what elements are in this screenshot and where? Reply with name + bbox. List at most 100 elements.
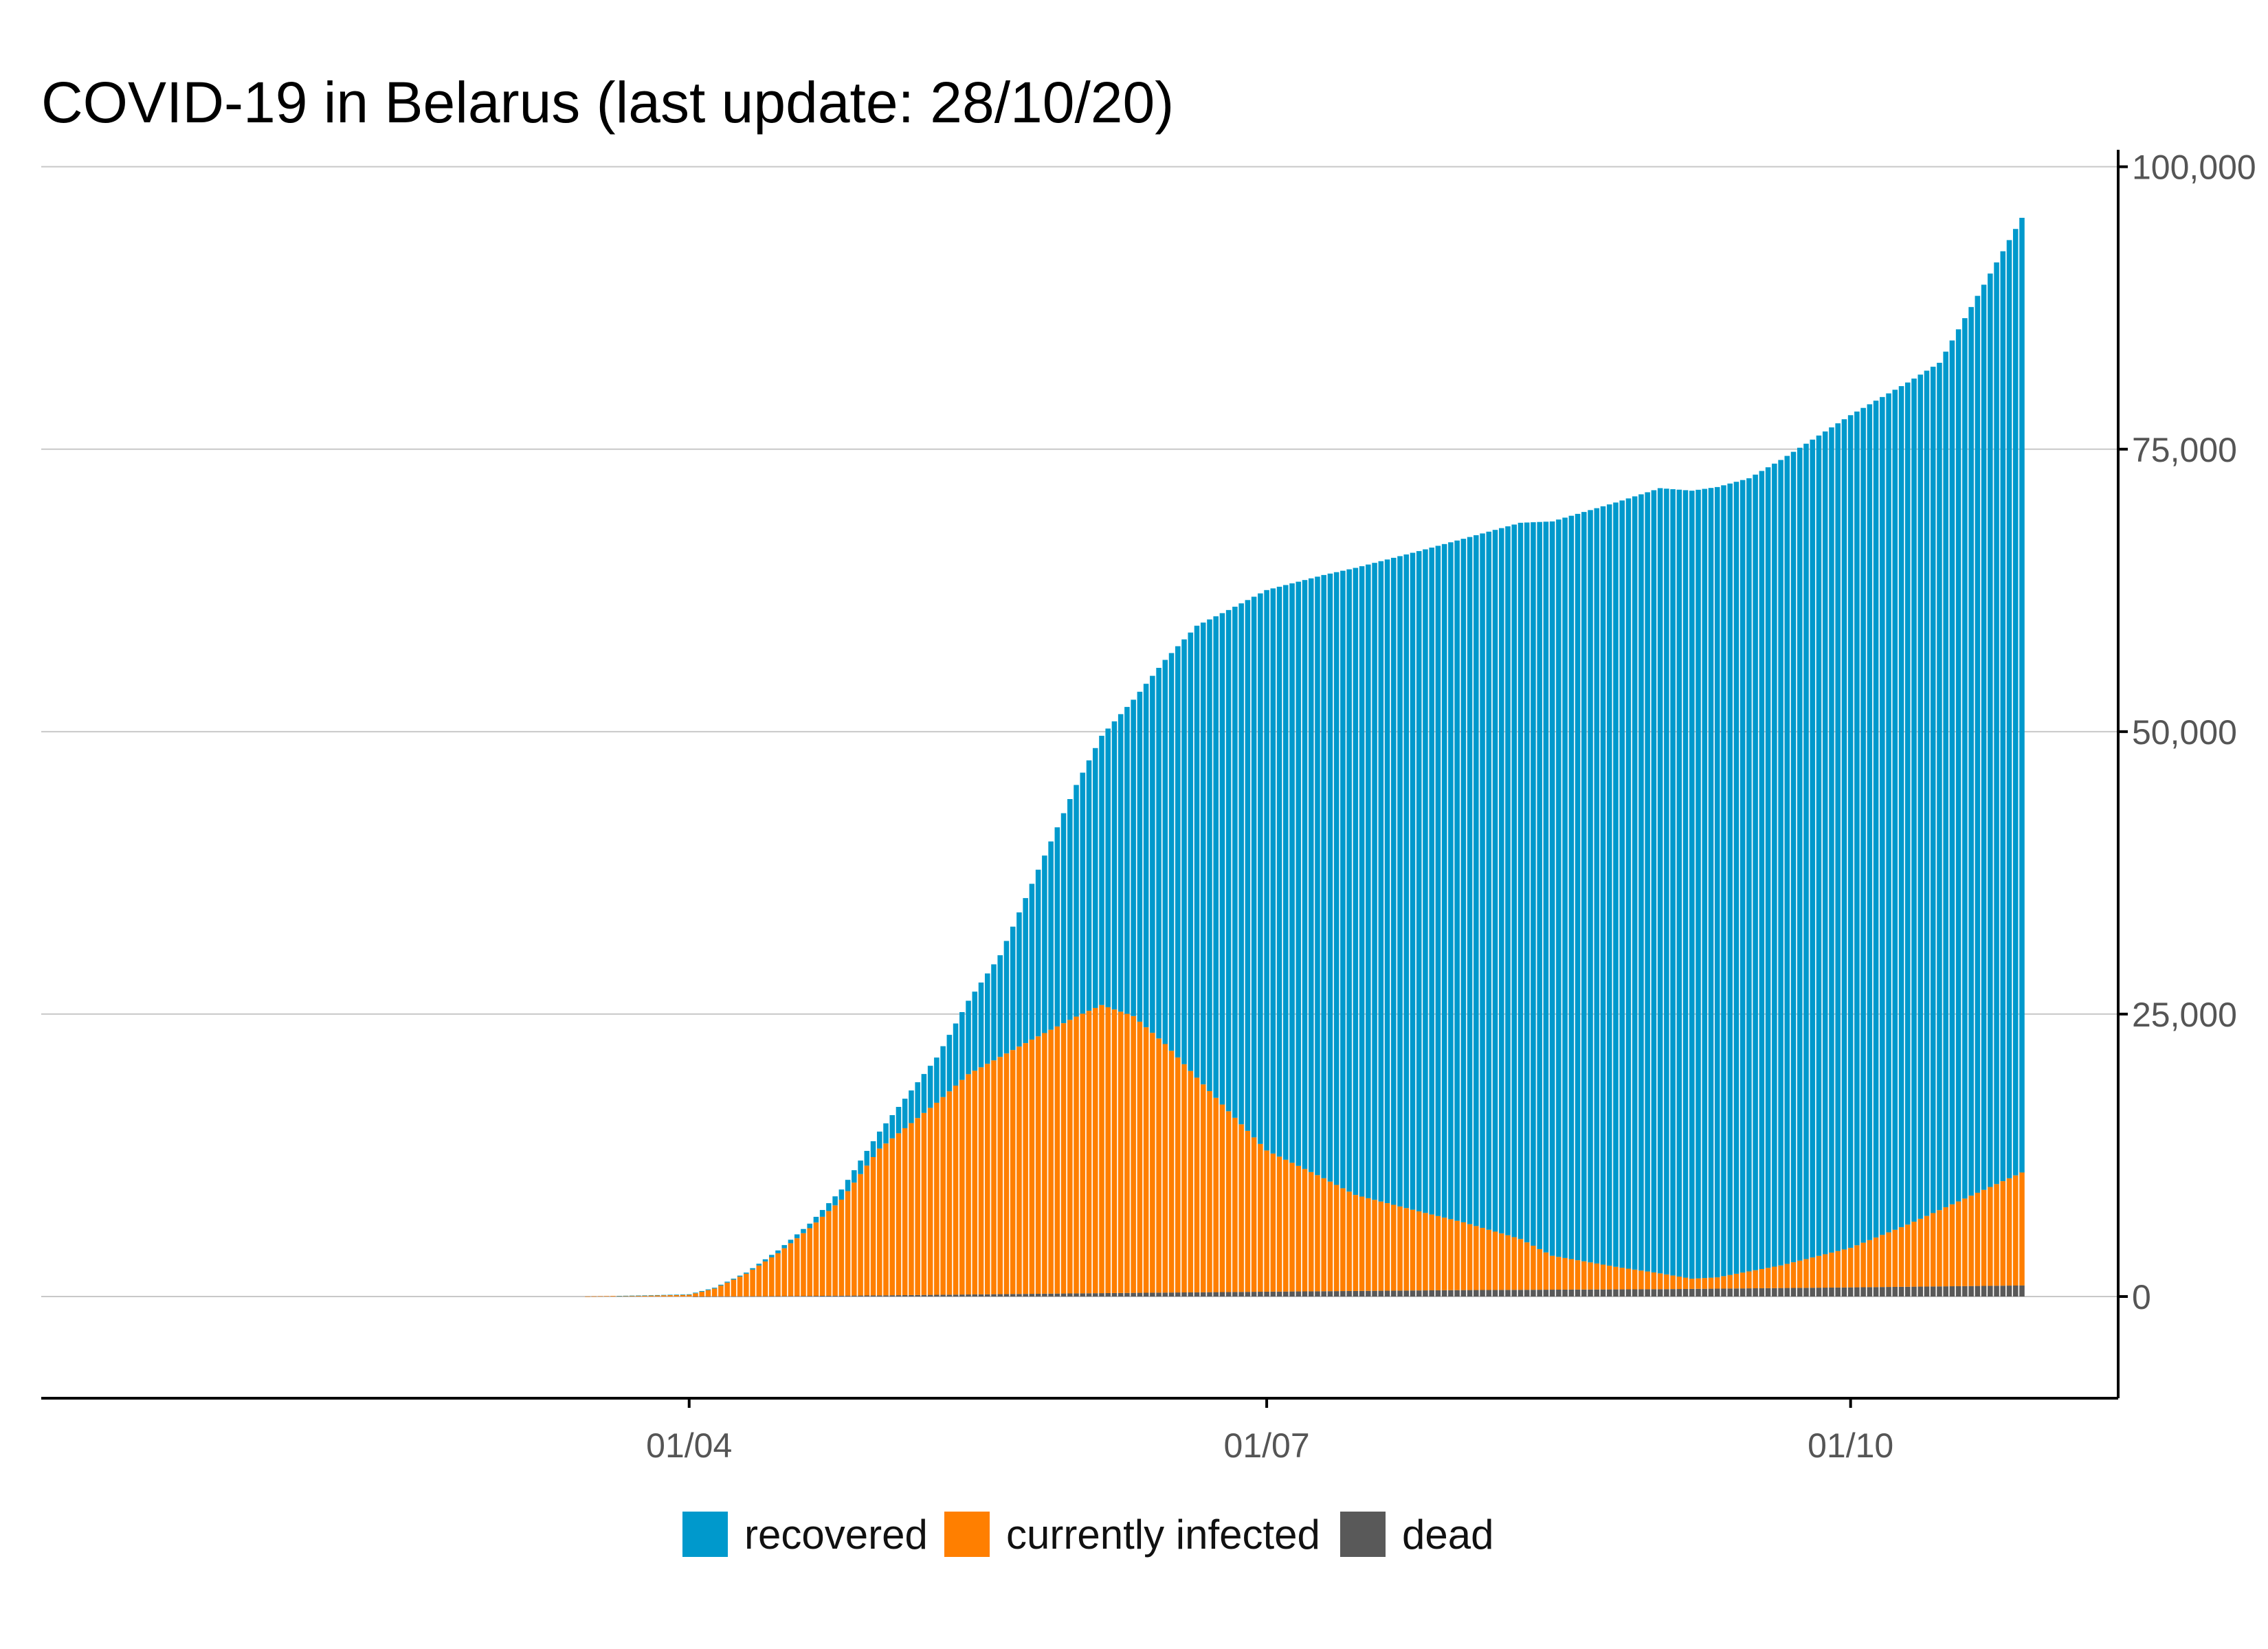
bar-recovered <box>680 1294 686 1295</box>
bar-recovered <box>1537 521 1542 1249</box>
bar-recovered <box>1333 572 1339 1185</box>
bar-dead <box>1822 1288 1828 1297</box>
bar-currently-infected <box>2012 1175 2019 1286</box>
bar-dead <box>826 1295 832 1297</box>
bar-dead <box>927 1294 933 1297</box>
bar-recovered <box>1904 382 1911 1225</box>
bar-dead <box>1638 1289 1644 1297</box>
bar-dead <box>1943 1286 1948 1297</box>
bar-dead <box>813 1296 819 1297</box>
bar-recovered <box>972 991 978 1071</box>
bar-recovered <box>1321 574 1326 1178</box>
bar-currently-infected <box>629 1295 635 1297</box>
bar-recovered <box>642 1295 647 1296</box>
bar-recovered <box>1676 489 1682 1277</box>
bar-recovered <box>1867 404 1873 1240</box>
bar-recovered <box>769 1255 775 1257</box>
bar-dead <box>1492 1290 1498 1297</box>
bar-dead <box>1346 1290 1352 1297</box>
bar-dead <box>889 1295 896 1297</box>
bar-dead <box>1524 1290 1530 1297</box>
bar-currently-infected <box>1010 1050 1016 1294</box>
bar-recovered <box>896 1107 902 1134</box>
bar-currently-infected <box>1276 1156 1282 1292</box>
bar-dead <box>1568 1289 1575 1297</box>
bar-currently-infected <box>775 1253 781 1297</box>
bar-currently-infected <box>852 1182 857 1296</box>
bar-recovered <box>1080 772 1086 1014</box>
bar-currently-infected <box>1955 1201 1961 1286</box>
bar-currently-infected <box>1366 1198 1371 1291</box>
x-tick-label: 01/10 <box>1808 1426 1893 1465</box>
bar-dead <box>1955 1286 1961 1297</box>
bar-recovered <box>1264 590 1269 1151</box>
bar-recovered <box>1594 508 1600 1264</box>
bar-recovered <box>870 1141 876 1157</box>
bar-recovered <box>1486 531 1492 1230</box>
bar-currently-infected <box>1498 1233 1504 1290</box>
bar-dead <box>1460 1290 1467 1297</box>
bar-recovered <box>1131 699 1136 1016</box>
bar-dead <box>1917 1286 1924 1297</box>
bar-recovered <box>838 1189 845 1200</box>
bar-dead <box>1975 1286 1981 1297</box>
bar-dead <box>1390 1290 1397 1297</box>
bar-dead <box>1810 1288 1816 1297</box>
bar-dead <box>1074 1293 1079 1297</box>
bar-currently-infected <box>1657 1273 1663 1290</box>
y-tick-label: 25,000 <box>2132 996 2237 1034</box>
bar-currently-infected <box>1003 1053 1010 1294</box>
bar-dead <box>1480 1290 1485 1297</box>
bar-dead <box>1575 1289 1581 1297</box>
bar-dead <box>1904 1286 1911 1297</box>
bar-currently-infected <box>1181 1064 1187 1293</box>
bar-recovered <box>915 1082 920 1119</box>
bar-dead <box>1898 1286 1904 1297</box>
legend-label: recovered <box>744 1512 928 1558</box>
bar-currently-infected <box>1156 1038 1161 1293</box>
bar-recovered <box>1092 748 1098 1008</box>
bar-currently-infected <box>1416 1211 1422 1291</box>
bar-dead <box>1708 1288 1714 1297</box>
bar-currently-infected <box>1099 1005 1104 1294</box>
bar-currently-infected <box>724 1282 730 1297</box>
bar-dead <box>838 1295 845 1297</box>
bar-currently-infected <box>674 1294 680 1297</box>
bar-recovered <box>699 1290 704 1292</box>
bar-currently-infected <box>1092 1007 1098 1294</box>
bar-dead <box>1613 1289 1619 1297</box>
bar-dead <box>801 1296 806 1297</box>
bar-recovered <box>1727 483 1733 1275</box>
bar-dead <box>1283 1291 1289 1297</box>
bar-recovered <box>946 1035 953 1092</box>
x-axis-ticks: 01/04 01/07 01/10 <box>646 1398 1893 1465</box>
bar-dead <box>1194 1292 1200 1297</box>
bar-recovered <box>1511 524 1517 1237</box>
bar-recovered <box>1111 721 1118 1010</box>
bar-dead <box>1930 1286 1936 1297</box>
bar-currently-infected <box>1359 1196 1365 1291</box>
bar-dead <box>909 1294 914 1297</box>
bar-dead <box>1289 1291 1295 1297</box>
bar-dead <box>1696 1288 1701 1297</box>
bar-recovered <box>1505 526 1511 1235</box>
bar-currently-infected <box>1537 1248 1542 1290</box>
bar-dead <box>1105 1292 1111 1297</box>
bar-currently-infected <box>1638 1270 1644 1290</box>
bar-recovered <box>1035 869 1041 1037</box>
bar-dead <box>1505 1290 1511 1297</box>
bar-currently-infected <box>858 1174 863 1296</box>
bar-dead <box>1359 1290 1365 1297</box>
bar-recovered <box>1359 566 1365 1197</box>
bar-recovered <box>1733 482 1739 1274</box>
bar-recovered <box>1702 489 1708 1279</box>
bar-currently-infected <box>2006 1178 2012 1286</box>
bar-recovered <box>1784 456 1790 1264</box>
bar-recovered <box>1778 460 1783 1266</box>
bar-currently-infected <box>1238 1124 1244 1292</box>
bar-currently-infected <box>1702 1278 1708 1289</box>
bar-currently-infected <box>915 1118 920 1295</box>
bar-dead <box>1207 1292 1212 1297</box>
bar-recovered <box>826 1203 832 1211</box>
bar-currently-infected <box>870 1157 876 1296</box>
